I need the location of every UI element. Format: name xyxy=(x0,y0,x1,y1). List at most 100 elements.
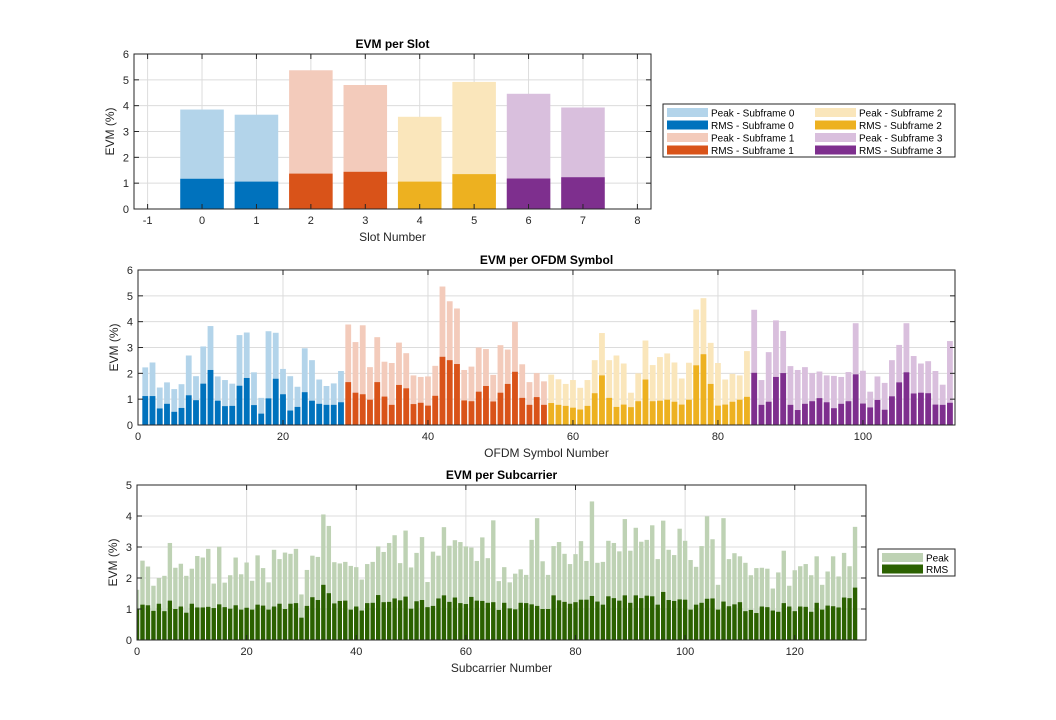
peak-bar xyxy=(461,369,468,425)
rms-bar xyxy=(396,384,402,425)
peak-bar xyxy=(932,371,939,425)
peak-bar xyxy=(743,562,748,640)
legend-label: RMS - Subframe 2 xyxy=(859,121,942,132)
peak-bar xyxy=(458,542,463,640)
peak-bar xyxy=(304,569,310,640)
rms-bar xyxy=(365,603,370,640)
symbol-chart-title: EVM per OFDM Symbol xyxy=(480,253,613,267)
rms-bar xyxy=(323,404,330,425)
rms-bar xyxy=(704,598,710,640)
peak-bar xyxy=(808,575,814,640)
peak-bar xyxy=(540,561,545,640)
peak-bar xyxy=(678,378,685,425)
rms-bar xyxy=(650,596,655,640)
x-tick-label: 100 xyxy=(854,431,872,443)
rms-bar xyxy=(217,604,222,640)
rms-bar xyxy=(798,606,803,640)
peak-bar xyxy=(439,286,446,425)
peak-bar xyxy=(722,379,729,425)
rms-bar xyxy=(600,604,606,640)
rms-bar xyxy=(474,600,480,640)
peak-bar xyxy=(315,556,321,640)
x-tick-label: 6 xyxy=(525,215,531,227)
peak-bar xyxy=(396,342,402,425)
rms-bar xyxy=(591,393,598,425)
peak-bar xyxy=(386,542,392,640)
peak-bar xyxy=(388,363,395,425)
y-tick-label: 5 xyxy=(127,291,133,303)
rms-bar xyxy=(419,600,425,640)
rms-bar xyxy=(316,403,323,425)
peak-bar xyxy=(447,545,452,640)
rms-bar xyxy=(896,382,903,425)
rms-bar xyxy=(523,603,529,640)
peak-bar xyxy=(661,520,666,640)
peak-bar xyxy=(925,361,932,425)
y-tick-label: 1 xyxy=(123,178,129,190)
rms-bar xyxy=(149,396,156,425)
peak-bar xyxy=(845,372,852,425)
rms-bar xyxy=(584,599,589,640)
rms-bar xyxy=(816,398,823,425)
x-tick-label: 7 xyxy=(580,215,586,227)
rms-bar xyxy=(265,398,272,425)
rms-bar xyxy=(534,605,540,640)
peak-bar xyxy=(744,351,750,425)
rms-bar xyxy=(162,611,167,640)
peak-bar xyxy=(584,380,591,425)
rms-bar xyxy=(577,409,584,425)
peak-bar xyxy=(852,323,859,425)
rms-bar xyxy=(787,404,794,425)
rms-bar xyxy=(540,609,545,640)
peak-bar xyxy=(699,546,704,640)
rms-bar xyxy=(686,399,692,425)
subcarrier-chart-title: EVM per Subcarrier xyxy=(446,468,558,482)
rms-bar xyxy=(255,604,260,640)
peak-bar xyxy=(754,568,759,640)
peak-bar xyxy=(282,552,288,640)
peak-bar xyxy=(617,551,622,640)
rms-bar xyxy=(142,396,149,425)
peak-bar xyxy=(332,562,337,640)
rms-bar xyxy=(729,401,736,425)
rms-bar xyxy=(171,411,178,425)
peak-bar xyxy=(260,568,266,640)
x-tick-label: 20 xyxy=(240,646,252,658)
peak-bar xyxy=(721,518,726,640)
rms-bar xyxy=(584,405,591,425)
rms-bar xyxy=(918,392,924,425)
peak-bar xyxy=(748,575,754,640)
peak-bar xyxy=(657,357,663,425)
peak-bar xyxy=(167,542,173,640)
peak-bar xyxy=(686,362,692,425)
rms-bar xyxy=(388,404,395,425)
peak-bar xyxy=(562,383,569,425)
subcarrier-chart-axes-box xyxy=(136,484,867,641)
y-tick-label: 6 xyxy=(123,49,129,61)
rms-bar xyxy=(541,404,547,425)
peak-bar xyxy=(577,387,584,425)
peak-bar xyxy=(595,562,600,640)
peak-bar xyxy=(277,559,282,640)
rms-bar xyxy=(693,365,700,425)
rms-bar xyxy=(410,404,417,425)
peak-bar xyxy=(436,555,441,640)
rms-bar xyxy=(452,174,496,209)
peak-bar xyxy=(233,557,238,640)
rms-bar xyxy=(722,404,729,425)
peak-bar xyxy=(375,546,381,640)
rms-bar xyxy=(787,606,792,640)
rms-bar xyxy=(671,600,677,640)
rms-bar xyxy=(595,601,600,640)
legend-label: RMS - Subframe 3 xyxy=(859,146,942,157)
peak-bar xyxy=(732,553,737,640)
rms-bar xyxy=(343,600,348,640)
peak-bar xyxy=(417,376,424,425)
rms-bar xyxy=(354,606,359,640)
symbol-chart-xlabel: OFDM Symbol Number xyxy=(484,446,609,460)
rms-bar xyxy=(301,392,308,425)
legend-swatch xyxy=(667,120,708,130)
y-tick-label: 5 xyxy=(123,75,129,87)
